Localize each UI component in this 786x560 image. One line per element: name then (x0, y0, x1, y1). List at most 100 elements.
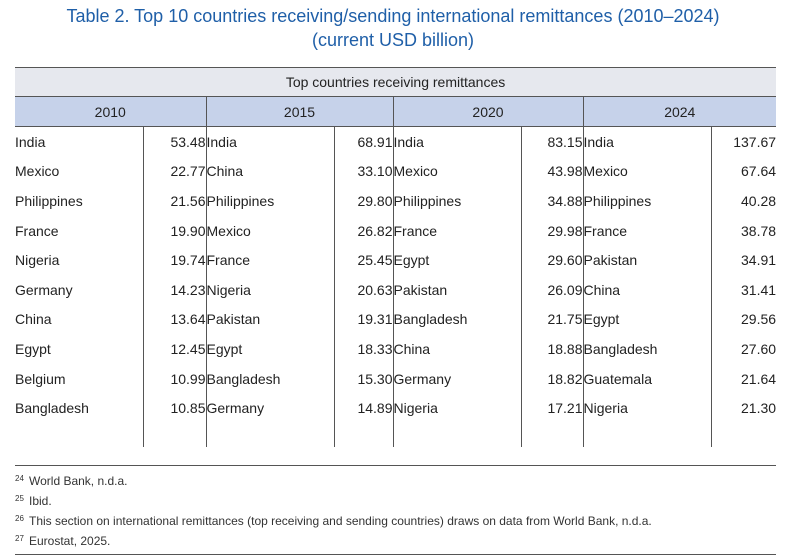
value-cell: 53.48 (142, 126, 206, 157)
value-cell: 15.30 (333, 363, 393, 394)
value-cell: 68.91 (333, 126, 393, 157)
year-header-2015: 2015 (205, 96, 393, 127)
country-cell: Guatemala (582, 363, 711, 394)
country-cell: India (15, 133, 46, 150)
footnote-number: 26 (15, 514, 24, 523)
footnote-number: 25 (15, 494, 24, 503)
value-cell: 14.23 (142, 274, 206, 305)
value-cell: 27.60 (710, 334, 777, 364)
year-header-2010: 2010 (15, 96, 206, 127)
country-cell: Bangladesh (15, 400, 89, 417)
value-cell: 40.28 (710, 186, 777, 216)
table-row: Bangladesh 10.85 Germany 14.89 Nigeria 17.21 N… (15, 393, 777, 423)
value-cell: 18.82 (520, 363, 583, 394)
country-cell: Bangladesh (392, 304, 521, 335)
country-cell: France (392, 215, 521, 246)
bottom-rule (15, 554, 776, 555)
value-cell: 10.99 (142, 363, 206, 394)
country-cell: Philippines (392, 186, 521, 216)
value-cell: 29.60 (520, 245, 583, 275)
country-cell: Bangladesh (582, 334, 711, 364)
country-cell: Pakistan (582, 245, 711, 275)
value-cell: 12.45 (142, 334, 206, 364)
value-cell: 19.74 (142, 245, 206, 275)
value-cell: 21.75 (520, 304, 583, 335)
value-cell: 29.56 (710, 304, 777, 335)
value-cell: 10.85 (142, 393, 206, 423)
country-cell: Germany (205, 393, 334, 423)
value-cell: 14.89 (333, 393, 393, 423)
table-row: Egypt 12.45 Egypt 18.33 China 18.88 Bangladesh… (15, 334, 777, 364)
footnote: 27 Eurostat, 2025. (15, 532, 652, 552)
value-cell: 13.64 (142, 304, 206, 335)
value-cell: 20.63 (333, 274, 393, 305)
country-cell: China (582, 274, 711, 305)
value-cell: 83.15 (520, 126, 583, 157)
table-title: Table 2. Top 10 countries receiving/send… (66, 6, 720, 26)
footnote-number: 27 (15, 534, 24, 543)
footnote-text: World Bank, n.d.a. (29, 474, 128, 488)
country-cell: India (582, 126, 711, 157)
value-cell: 19.90 (142, 215, 206, 246)
country-cell: Nigeria (582, 393, 711, 423)
footnote: 25 Ibid. (15, 492, 652, 512)
footnote: 26 This section on international remittan… (15, 512, 652, 532)
country-cell: Germany (15, 281, 73, 298)
country-cell: Egypt (392, 245, 521, 275)
value-cell: 17.21 (520, 393, 583, 423)
country-cell: Belgium (15, 370, 66, 387)
value-cell: 67.64 (710, 156, 777, 187)
value-cell: 31.41 (710, 274, 777, 305)
country-cell: Egypt (205, 334, 334, 364)
value-cell: 18.33 (333, 334, 393, 364)
country-cell: Mexico (582, 156, 711, 187)
value-cell: 137.67 (710, 126, 777, 157)
table-row: Mexico 22.77 China 33.10 Mexico 43.98 Mexico 67… (15, 156, 777, 187)
table-row: France 19.90 Mexico 26.82 France 29.98 France 3… (15, 215, 777, 246)
table-row: Belgium 10.99 Bangladesh 15.30 Germany 18.82 G… (15, 363, 777, 394)
section-header: Top countries receiving remittances (15, 67, 777, 97)
country-cell: France (582, 215, 711, 246)
country-cell: China (15, 311, 52, 328)
value-cell: 21.56 (142, 186, 206, 216)
table-subtitle: (current USD billion) (311, 30, 475, 50)
country-cell: Germany (392, 363, 521, 394)
year-header-2020: 2020 (392, 96, 583, 127)
footnote: 24 World Bank, n.d.a. (15, 472, 652, 492)
table-row: India 53.48 India 68.91 India 83.15 India 137.6… (15, 126, 777, 157)
value-cell: 34.91 (710, 245, 777, 275)
footnotes: 24 World Bank, n.d.a. 25 Ibid. 26 This sectio… (15, 472, 652, 552)
country-cell: Egypt (15, 340, 51, 357)
value-cell: 29.98 (520, 215, 583, 246)
table-row: China 13.64 Pakistan 19.31 Bangladesh 21.75 Eg… (15, 304, 777, 335)
remittances-table: Top countries receiving remittances 2010… (15, 67, 777, 447)
year-header-2024: 2024 (582, 96, 777, 127)
country-cell: Philippines (205, 186, 334, 216)
footnote-number: 24 (15, 474, 24, 483)
country-cell: Mexico (15, 163, 60, 180)
value-cell: 21.30 (710, 393, 777, 423)
value-cell: 29.80 (333, 186, 393, 216)
country-cell: Egypt (582, 304, 711, 335)
country-cell: China (205, 156, 334, 187)
country-cell: France (15, 222, 59, 239)
value-cell: 22.77 (142, 156, 206, 187)
table-row: Philippines 21.56 Philippines 29.80 Philippi… (15, 186, 777, 216)
footnote-text: Ibid. (29, 494, 52, 508)
country-cell: Philippines (15, 192, 83, 209)
value-cell: 34.88 (520, 186, 583, 216)
value-cell: 33.10 (333, 156, 393, 187)
country-cell: Pakistan (205, 304, 334, 335)
country-cell: India (205, 126, 334, 157)
value-cell: 19.31 (333, 304, 393, 335)
country-cell: Mexico (205, 215, 334, 246)
country-cell: France (205, 245, 334, 275)
value-cell: 43.98 (520, 156, 583, 187)
footnote-divider (15, 465, 776, 466)
footnote-text: This section on international remittance… (29, 514, 652, 528)
country-cell: Nigeria (392, 393, 521, 423)
value-cell: 38.78 (710, 215, 777, 246)
country-cell: Philippines (582, 186, 711, 216)
country-cell: Pakistan (392, 274, 521, 305)
country-cell: Nigeria (205, 274, 334, 305)
